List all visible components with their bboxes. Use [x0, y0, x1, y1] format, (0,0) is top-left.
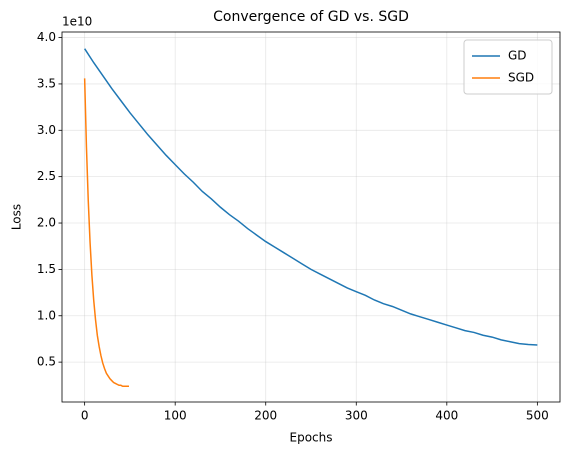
line-series [84, 48, 538, 346]
x-tick-label: 200 [254, 409, 277, 423]
legend: GD SGD [463, 39, 553, 95]
y-axis-label: Loss [10, 204, 24, 230]
x-tick-label: 400 [435, 409, 458, 423]
plot-frame [61, 31, 561, 403]
x-tick-label: 0 [81, 409, 89, 423]
x-tick-label: 100 [164, 409, 187, 423]
y-tick-label: 3.0 [37, 123, 56, 137]
y-tick-label: 1.0 [37, 308, 56, 322]
legend-label: GD [508, 49, 527, 63]
legend-label: SGD [508, 71, 534, 85]
y-tick-label: 2.0 [37, 216, 56, 230]
y-offset-label: 1e10 [62, 15, 92, 29]
legend-box [463, 39, 553, 95]
y-tick-label: 3.5 [37, 76, 56, 90]
chart-title: Convergence of GD vs. SGD [213, 9, 409, 25]
y-tick-label: 4.0 [37, 30, 56, 44]
x-tick-label: 300 [345, 409, 368, 423]
y-tick-label: 1.5 [37, 262, 56, 276]
y-tick-label: 2.5 [37, 169, 56, 183]
y-tick-label: 0.5 [37, 355, 56, 369]
x-axis-label: Epochs [290, 431, 333, 445]
line-series [83, 78, 129, 387]
x-tick-label: 500 [526, 409, 549, 423]
